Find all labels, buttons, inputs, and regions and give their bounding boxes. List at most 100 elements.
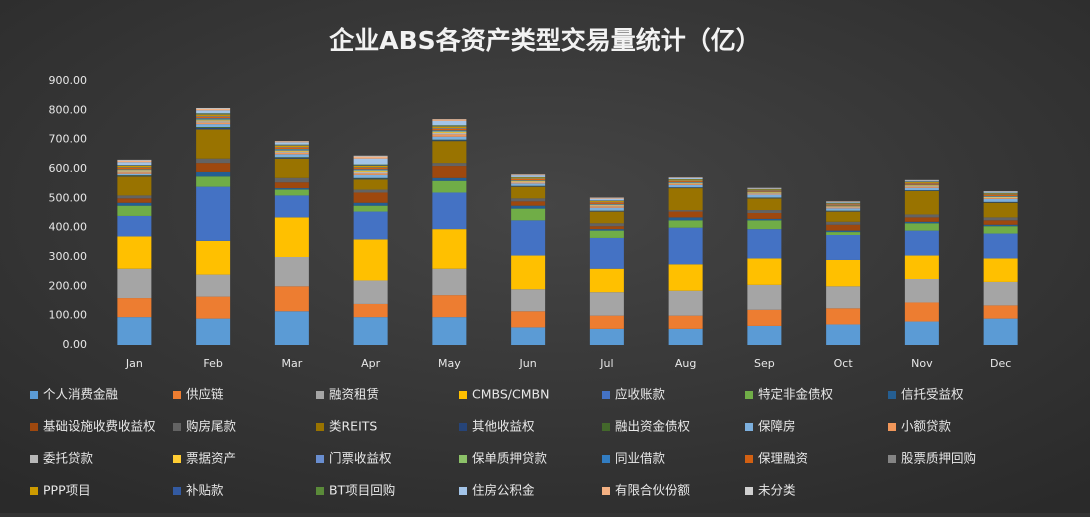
bar-segment	[747, 195, 781, 198]
bar-segment	[984, 305, 1018, 318]
bar-segment	[747, 326, 781, 345]
legend-label: 门票收益权	[329, 451, 392, 466]
bar-segment	[669, 181, 703, 182]
bar-segment	[747, 258, 781, 284]
bar-segment	[354, 165, 388, 166]
bar-segment	[669, 329, 703, 345]
x-tick-label: Feb	[203, 357, 222, 370]
y-tick-label: 800.00	[49, 103, 88, 116]
legend-swatch	[602, 391, 610, 399]
bar-segment	[905, 222, 939, 223]
bar-segment	[432, 166, 466, 178]
bar-segment	[196, 114, 230, 115]
bar-segment	[905, 183, 939, 184]
bar-segment	[590, 202, 624, 203]
bar-segment	[669, 212, 703, 218]
bar-segment	[196, 116, 230, 117]
bar-segment	[984, 220, 1018, 224]
bar-segment	[196, 119, 230, 120]
bar-segment	[905, 182, 939, 183]
bar-segment	[669, 217, 703, 220]
bar-segment	[747, 310, 781, 326]
bar-segment	[432, 141, 466, 163]
bar-segment	[196, 118, 230, 119]
bar-segment	[590, 269, 624, 292]
bar-segment	[432, 140, 466, 141]
x-tick-label: Jul	[599, 357, 613, 370]
bar-segment	[905, 256, 939, 279]
x-tick-label: Sep	[754, 357, 775, 370]
bar-segment	[354, 171, 388, 172]
legend-swatch	[459, 391, 467, 399]
bar-segment	[826, 212, 860, 222]
bar-segment	[354, 173, 388, 174]
bar-segment	[905, 185, 939, 186]
bar-segment	[432, 192, 466, 229]
bar-segment	[669, 291, 703, 316]
bar-segment	[275, 148, 309, 149]
y-tick-label: 200.00	[49, 279, 88, 292]
bar-segment	[117, 198, 151, 202]
legend-swatch	[173, 455, 181, 463]
bar-segment	[590, 206, 624, 207]
bar-segment	[117, 167, 151, 168]
bar-segment	[984, 319, 1018, 345]
bar-segment	[196, 129, 230, 158]
bar-segment	[354, 206, 388, 212]
bar-segment	[590, 199, 624, 201]
bar-segment	[747, 213, 781, 219]
legend-swatch	[888, 455, 896, 463]
legend-swatch	[173, 487, 181, 495]
legend-label: 融资租赁	[329, 387, 379, 402]
bar-segment	[747, 219, 781, 220]
bar-segment	[275, 195, 309, 217]
bar-segment	[275, 141, 309, 142]
bar-segment	[747, 191, 781, 192]
legend-label: 个人消费金融	[43, 387, 119, 402]
bar-segment	[354, 169, 388, 170]
bar-segment	[196, 108, 230, 109]
bar-segment	[275, 286, 309, 311]
bar-segment	[354, 304, 388, 317]
legend-swatch	[745, 391, 753, 399]
y-tick-label: 700.00	[49, 133, 88, 146]
bar-segment	[590, 292, 624, 315]
bar-segment	[354, 172, 388, 173]
legend-label: 基础设施收费收益权	[43, 419, 156, 434]
bar-segment	[984, 193, 1018, 194]
legend-swatch	[316, 423, 324, 431]
bar-segment	[511, 289, 545, 311]
bar-segment	[354, 178, 388, 179]
legend-label: 特定非金债权	[758, 387, 834, 402]
bar-segment	[984, 225, 1018, 226]
bar-segment	[826, 204, 860, 205]
bar-segment	[354, 190, 388, 193]
bar-segment	[826, 232, 860, 235]
y-tick-label: 100.00	[49, 309, 88, 322]
legend-swatch	[459, 455, 467, 463]
bar-segment	[669, 178, 703, 179]
bar-segment	[984, 234, 1018, 259]
bar-segment	[826, 211, 860, 212]
bar-segment	[826, 324, 860, 345]
bar-segment	[196, 159, 230, 163]
bar-segment	[747, 220, 781, 229]
bar-segment	[747, 194, 781, 195]
bar-segment	[275, 152, 309, 153]
bar-segment	[826, 308, 860, 324]
legend-label: 其他收益权	[472, 419, 535, 434]
bar-segment	[826, 225, 860, 231]
bar-segment	[905, 279, 939, 302]
bar-segment	[196, 127, 230, 128]
bar-segment	[669, 180, 703, 181]
bar-segment	[747, 190, 781, 191]
legend-label: 委托贷款	[43, 451, 94, 466]
bar-segment	[905, 187, 939, 188]
bar-segment	[984, 217, 1018, 220]
bar-segment	[511, 179, 545, 180]
bar-segment	[511, 186, 545, 187]
bar-segment	[275, 217, 309, 257]
y-tick-label: 0.00	[63, 338, 88, 351]
bar-segment	[984, 202, 1018, 203]
legend-swatch	[602, 423, 610, 431]
